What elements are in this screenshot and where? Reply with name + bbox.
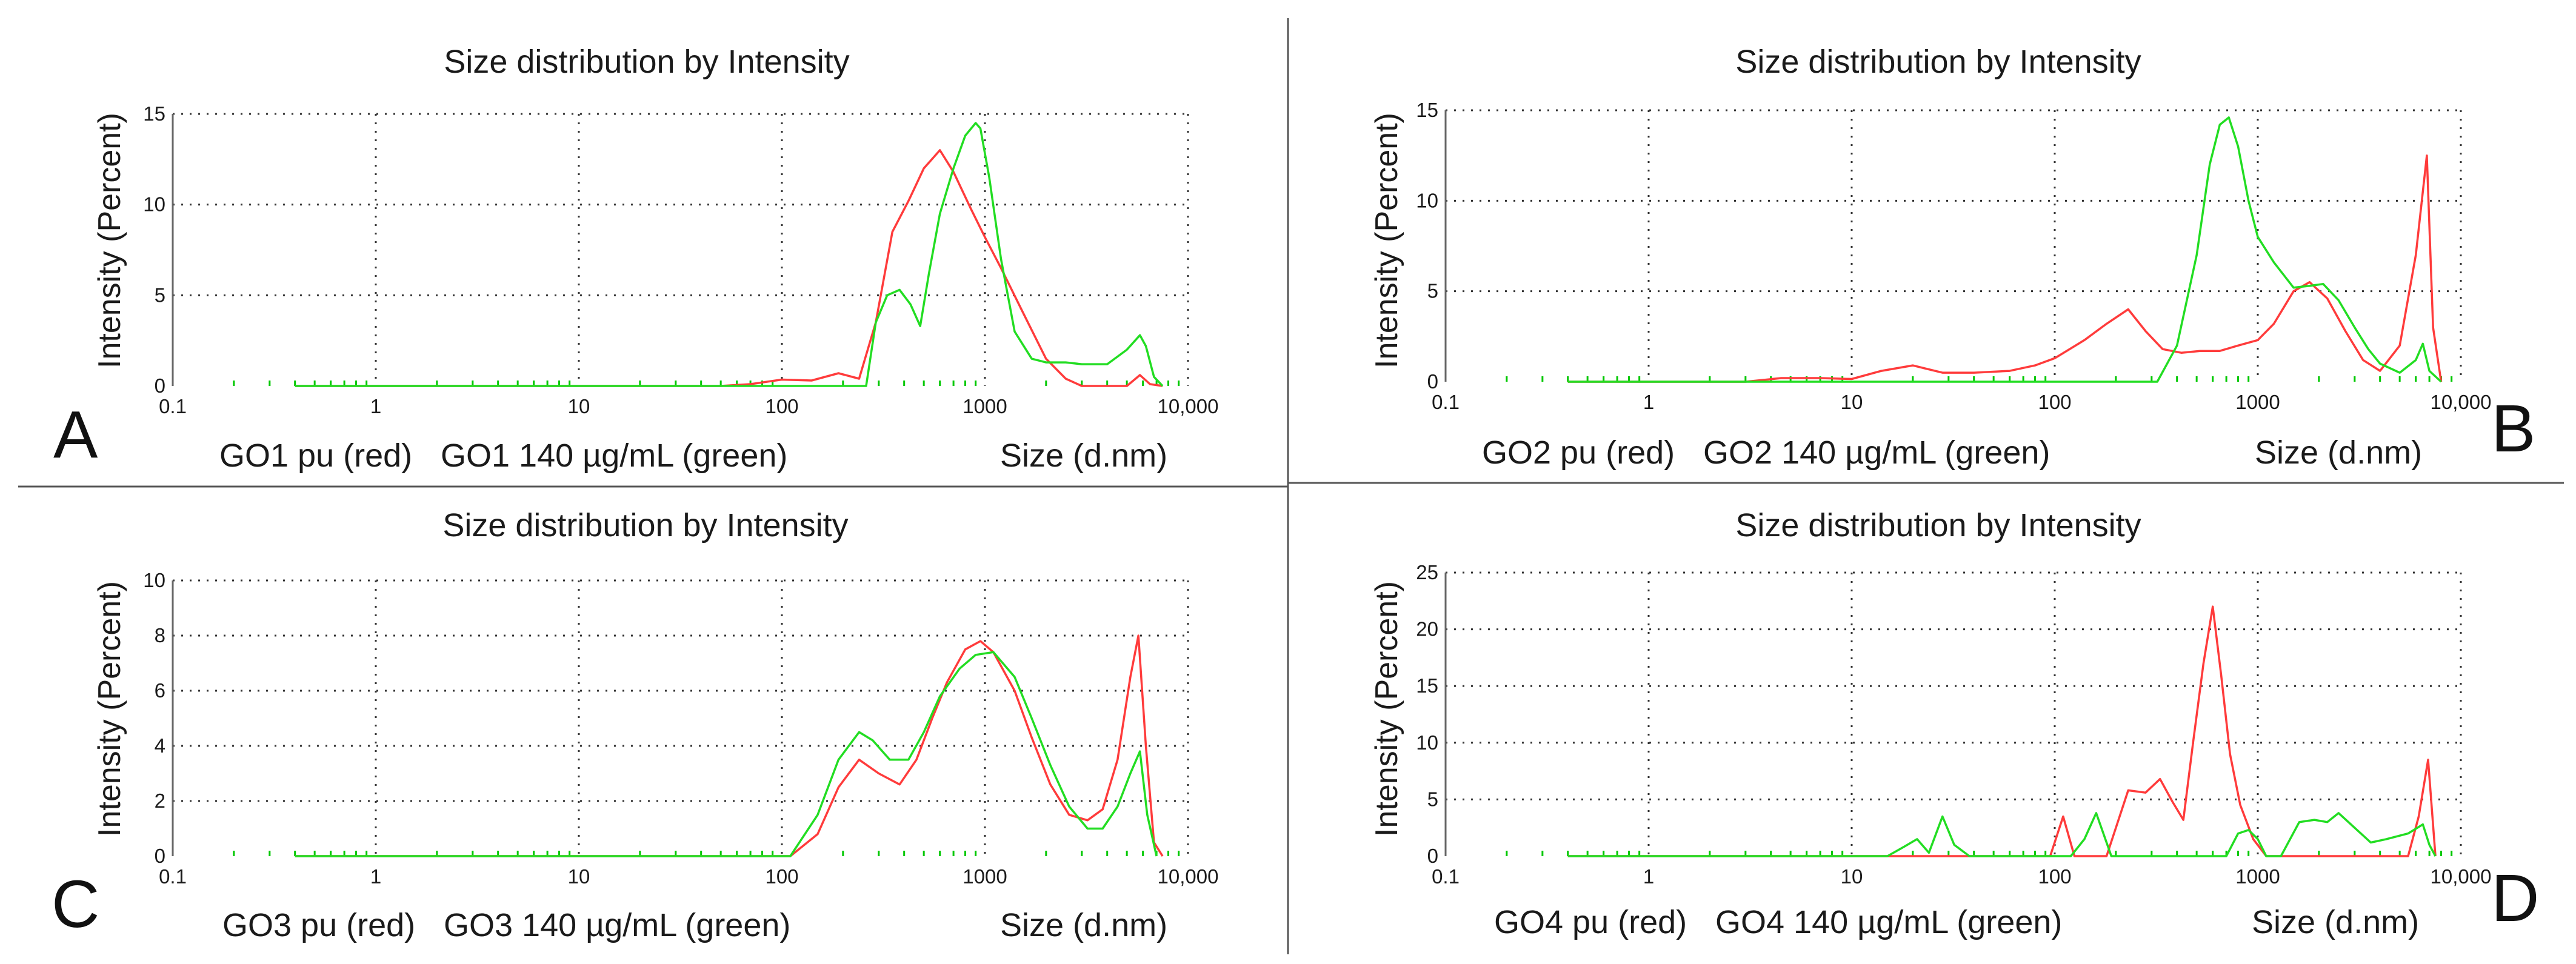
panel-a-x-tick-label: 10,000 — [1158, 395, 1219, 417]
panel-b-x-tick-label: 10 — [1841, 391, 1863, 413]
panel-d-caption-red: GO4 pu (red) — [1494, 904, 1687, 940]
panel-c: Size distribution by Intensity Intensity… — [52, 507, 1218, 943]
panel-d-x-tick-label: 10,000 — [2431, 865, 2492, 888]
panel-c-letter: C — [52, 867, 99, 942]
panel-c-y-label: Intensity (Percent) — [92, 581, 127, 837]
panel-c-y-tick-label: 2 — [155, 789, 165, 812]
panel-d-y-tick-label: 20 — [1416, 618, 1438, 640]
panel-c-x-tick-label: 0.1 — [159, 865, 187, 888]
panel-a-y-tick-label: 10 — [143, 193, 165, 216]
panel-c-y-tick-label: 4 — [155, 734, 165, 757]
panel-b-y-tick-label: 10 — [1416, 189, 1438, 211]
panel-b-series-red — [1567, 154, 2443, 383]
panel-d-caption-green: GO4 140 µg/mL (green) — [1715, 904, 2062, 940]
panel-d-x-tick-label: 0.1 — [1432, 865, 1460, 888]
panel-c-caption-green: GO3 140 µg/mL (green) — [444, 907, 790, 943]
panel-b-plot: 0 5 10 15 0.1 1 10 100 1000 10,000 — [1416, 99, 2491, 413]
panel-a-y-tick-label: 15 — [143, 102, 165, 125]
panel-d-x-label: Size (d.nm) — [2252, 904, 2419, 940]
panel-c-x-label: Size (d.nm) — [1000, 907, 1167, 943]
panel-a-x-tick-label: 0.1 — [159, 395, 187, 417]
panel-d-plot: 0 5 10 15 20 25 0.1 1 10 100 1000 10,000 — [1416, 561, 2491, 888]
panel-b-y-tick-label: 15 — [1416, 99, 1438, 121]
panel-b-caption-red: GO2 pu (red) — [1482, 434, 1675, 471]
panel-d-y-tick-label: 15 — [1416, 674, 1438, 697]
panel-c-x-tick-label: 1000 — [963, 865, 1007, 888]
panel-a-series-red — [295, 149, 1163, 387]
panel-a-plot: 0 5 10 15 0.1 1 10 100 1000 10,000 — [143, 102, 1218, 417]
panel-d-series-red — [1567, 605, 2437, 857]
panel-a-x-tick-label: 1 — [370, 395, 381, 417]
panel-d: Size distribution by Intensity Intensity… — [1369, 507, 2539, 940]
panel-a-x-tick-label: 10 — [568, 395, 590, 417]
panel-d-x-tick-label: 1000 — [2235, 865, 2280, 888]
panel-c-caption-red: GO3 pu (red) — [222, 907, 415, 943]
panel-d-y-tick-label: 25 — [1416, 561, 1438, 583]
panel-a: Size distribution by Intensity Intensity… — [53, 44, 1218, 474]
panel-a-y-label: Intensity (Percent) — [92, 113, 127, 368]
panel-d-y-tick-label: 5 — [1427, 788, 1438, 810]
panel-a-title: Size distribution by Intensity — [444, 44, 849, 80]
panel-c-y-tick-label: 0 — [155, 845, 165, 867]
panel-c-y-tick-label: 6 — [155, 679, 165, 702]
panel-d-x-tick-label: 100 — [2038, 865, 2071, 888]
panel-b-x-tick-label: 0.1 — [1432, 391, 1460, 413]
panel-a-series-green — [295, 122, 1164, 387]
panel-b-y-tick-label: 0 — [1427, 370, 1438, 393]
panel-d-letter: D — [2491, 861, 2539, 936]
panel-c-plot: 0 2 4 6 8 10 0.1 1 10 100 1000 10,000 — [143, 569, 1218, 888]
panel-b-letter: B — [2491, 391, 2535, 466]
panel-a-y-tick-label: 5 — [155, 284, 165, 306]
panel-b-series-green — [1567, 116, 2442, 383]
panel-d-series-green — [1567, 812, 2437, 857]
panel-c-x-tick-label: 10,000 — [1158, 865, 1219, 888]
panel-b-x-label: Size (d.nm) — [2255, 434, 2422, 471]
panel-a-caption-green: GO1 140 µg/mL (green) — [441, 437, 787, 474]
panel-c-x-tick-label: 10 — [568, 865, 590, 888]
panel-b-title: Size distribution by Intensity — [1735, 44, 2141, 80]
panel-c-series-red — [295, 634, 1164, 857]
panel-b-y-label: Intensity (Percent) — [1369, 113, 1404, 368]
panel-c-y-tick-label: 8 — [155, 624, 165, 647]
panel-b-x-tick-label: 1000 — [2235, 391, 2280, 413]
panel-c-series-green — [295, 651, 1158, 857]
panel-d-y-tick-label: 10 — [1416, 731, 1438, 754]
panel-b: Size distribution by Intensity Intensity… — [1369, 44, 2535, 471]
panel-a-caption-red: GO1 pu (red) — [219, 437, 412, 474]
panel-d-x-tick-label: 10 — [1841, 865, 1863, 888]
panel-b-x-tick-label: 1 — [1643, 391, 1654, 413]
panel-d-x-tick-label: 1 — [1643, 865, 1654, 888]
panel-c-x-tick-label: 1 — [370, 865, 381, 888]
panel-b-y-tick-label: 5 — [1427, 280, 1438, 302]
panel-a-x-tick-label: 100 — [765, 395, 798, 417]
panel-c-x-tick-label: 100 — [765, 865, 798, 888]
panel-a-x-tick-label: 1000 — [963, 395, 1007, 417]
panel-d-title: Size distribution by Intensity — [1735, 507, 2141, 543]
panel-c-title: Size distribution by Intensity — [442, 507, 848, 543]
panel-c-y-tick-label: 10 — [143, 569, 165, 591]
panel-a-y-tick-label: 0 — [155, 374, 165, 397]
panel-b-caption-green: GO2 140 µg/mL (green) — [1703, 434, 2050, 471]
panel-a-letter: A — [53, 397, 98, 472]
panel-b-x-tick-label: 100 — [2038, 391, 2071, 413]
panel-d-y-label: Intensity (Percent) — [1369, 581, 1404, 837]
panel-b-x-tick-label: 10,000 — [2431, 391, 2492, 413]
panel-a-x-label: Size (d.nm) — [1000, 437, 1167, 474]
panel-d-y-tick-label: 0 — [1427, 845, 1438, 867]
